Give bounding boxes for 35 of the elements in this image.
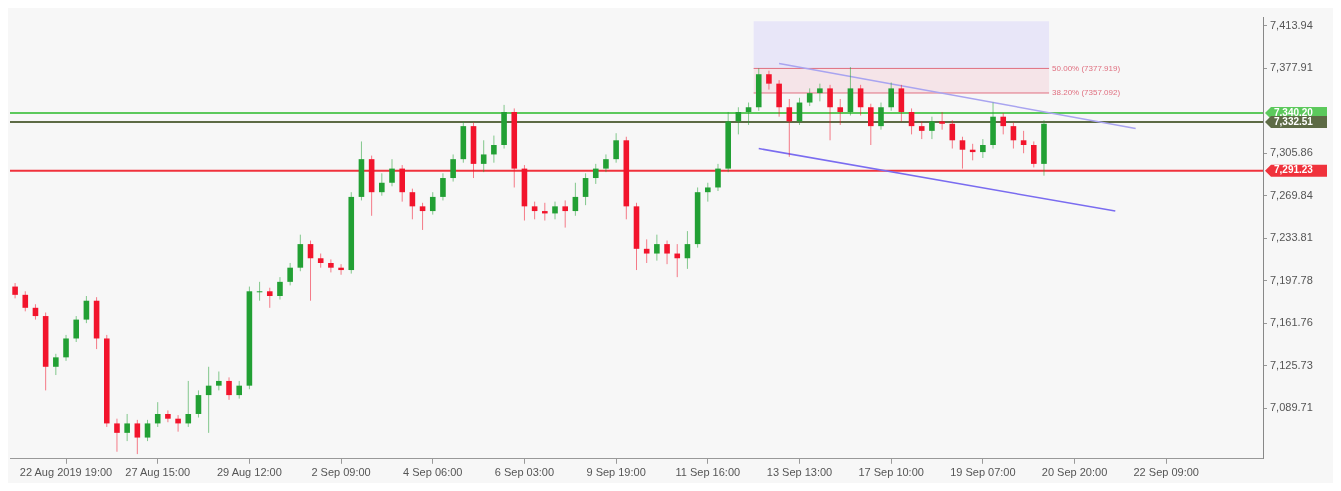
ref-line-label: 50.00% (7377.919) bbox=[1052, 63, 1121, 73]
x-tick-label: 27 Aug 15:00 bbox=[125, 466, 191, 479]
ref-line-label: 38.20% (7357.092) bbox=[1052, 88, 1121, 98]
candlestick bbox=[939, 111, 945, 131]
x-tick-label: 9 Sep 19:00 bbox=[586, 466, 646, 479]
x-tick-label: 19 Sep 07:00 bbox=[950, 466, 1016, 479]
x-tick-label: 11 Sep 16:00 bbox=[675, 466, 741, 479]
ref-line-label: 7,332.51 bbox=[1274, 115, 1314, 127]
x-tick-label: 13 Sep 13:00 bbox=[766, 466, 833, 479]
y-tick-label: 7,197.78 bbox=[1270, 273, 1313, 286]
y-tick-label: 7,125.73 bbox=[1270, 358, 1313, 371]
x-tick-label: 6 Sep 03:00 bbox=[494, 466, 555, 479]
y-tick-label: 7,305.86 bbox=[1270, 146, 1313, 159]
candlestick bbox=[338, 263, 344, 276]
y-tick-label: 7,233.81 bbox=[1270, 231, 1313, 244]
x-tick-label: 2 Sep 09:00 bbox=[311, 466, 371, 479]
candlestick bbox=[165, 409, 171, 423]
candlestick bbox=[175, 414, 181, 433]
y-tick-label: 7,377.91 bbox=[1270, 61, 1313, 74]
x-tick-label: 22 Sep 09:00 bbox=[1133, 466, 1199, 479]
x-tick-label: 17 Sep 10:00 bbox=[858, 466, 924, 479]
x-tick-label: 22 Aug 2019 19:00 bbox=[19, 466, 113, 479]
candlestick bbox=[552, 201, 558, 220]
x-tick-label: 4 Sep 06:00 bbox=[403, 466, 463, 479]
y-tick-label: 7,089.71 bbox=[1270, 401, 1313, 414]
y-tick-label: 7,161.76 bbox=[1270, 316, 1313, 329]
y-tick-label: 7,413.94 bbox=[1270, 18, 1313, 31]
candlestick bbox=[817, 83, 823, 102]
y-tick-label: 7,269.84 bbox=[1270, 188, 1313, 201]
x-tick-label: 20 Sep 20:00 bbox=[1041, 466, 1108, 479]
x-tick-label: 29 Aug 12:00 bbox=[216, 466, 282, 479]
ref-line-label: 7,340.20 bbox=[1274, 106, 1314, 118]
candlestick bbox=[328, 258, 334, 273]
candlestick bbox=[12, 282, 18, 299]
ref-line-label: 7,291.23 bbox=[1274, 164, 1314, 176]
